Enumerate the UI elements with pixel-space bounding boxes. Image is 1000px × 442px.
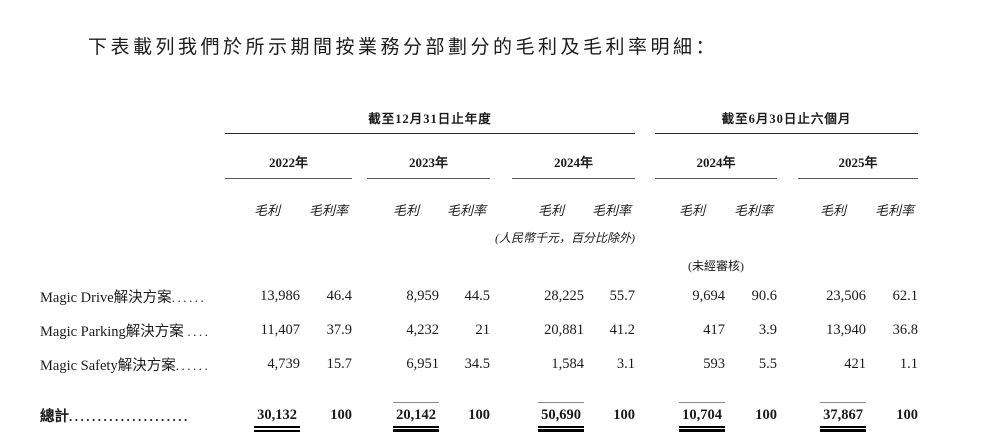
- cell-value: 4,739: [267, 355, 300, 372]
- cell-value: 90.6: [751, 287, 778, 304]
- unit-note: (人民幣千元，百分比除外): [495, 230, 636, 245]
- cell-value: 421: [844, 355, 867, 372]
- total-value: 100: [330, 406, 352, 423]
- col-header-gross-profit: 毛利: [253, 203, 280, 218]
- cell-value: 1.1: [899, 355, 919, 372]
- cell-value: 62.1: [892, 287, 919, 304]
- cell-value: 55.7: [609, 287, 636, 304]
- cell-value: 1,584: [551, 355, 584, 372]
- unaudited-note-row: (未經審核): [40, 251, 918, 279]
- col-header-gross-profit: 毛利: [679, 203, 706, 218]
- cell-value: 9,694: [692, 287, 726, 304]
- total-value: 100: [613, 406, 636, 423]
- period-group-row: 截至12月31日止年度 截至6月30日止六個月: [40, 96, 919, 134]
- cell-value: 417: [703, 321, 726, 338]
- period-group-annual: 截至12月31日止年度: [225, 96, 636, 134]
- table-row-magic-drive: Magic Drive解決方案...... 13,986 46.4 8,959 …: [40, 279, 918, 313]
- year-2022: 2022年: [225, 133, 352, 179]
- col-header-gp-margin: 毛利率: [592, 203, 632, 218]
- col-header-gross-profit: 毛利: [820, 203, 847, 218]
- cell-value: 4,232: [406, 321, 439, 338]
- unit-note-row: (人民幣千元，百分比除外): [40, 223, 918, 251]
- year-2024: 2024年: [512, 133, 636, 179]
- cell-value: 15.7: [326, 355, 352, 372]
- page-title: 下表載列我們於所示期間按業務分部劃分的毛利及毛利率明細：: [88, 37, 719, 58]
- cell-value: 13,940: [826, 321, 867, 338]
- gross-profit-table: 截至12月31日止年度 截至6月30日止六個月 2022年 2023年 2024…: [40, 96, 919, 441]
- cell-value: 34.5: [464, 355, 490, 372]
- period-group-interim: 截至6月30日止六個月: [655, 96, 919, 134]
- year-2025-interim: 2025年: [798, 133, 919, 179]
- cell-value: 28,225: [544, 287, 584, 304]
- cell-value: 593: [703, 355, 726, 372]
- total-label: 總計: [40, 408, 69, 425]
- total-value: 10,704: [679, 402, 726, 432]
- col-header-gp-margin: 毛利率: [875, 203, 915, 218]
- dot-leader: .....................: [69, 408, 190, 424]
- row-label: Magic Drive解決方案: [40, 289, 172, 306]
- cell-value: 13,986: [260, 287, 300, 304]
- col-header-gross-profit: 毛利: [537, 203, 564, 218]
- cell-value: 5.5: [758, 355, 778, 372]
- year-header-row: 2022年 2023年 2024年 2024年 2025年: [40, 133, 919, 179]
- table-row-magic-safety: Magic Safety解決方案...... 4,739 15.7 6,951 …: [40, 347, 918, 381]
- col-header-gp-margin: 毛利率: [734, 203, 774, 218]
- unaudited-note: (未經審核): [688, 258, 745, 273]
- table-row-total: 總計..................... 30,132 100 20,14…: [40, 381, 918, 441]
- dot-leader: ....: [187, 323, 211, 339]
- year-2024-interim: 2024年: [655, 133, 778, 179]
- cell-value: 41.2: [609, 321, 636, 338]
- total-value: 100: [468, 406, 490, 423]
- cell-value: 20,881: [544, 321, 584, 338]
- cell-value: 23,506: [826, 287, 867, 304]
- cell-value: 46.4: [326, 287, 352, 304]
- col-header-gross-profit: 毛利: [392, 203, 419, 218]
- year-2023: 2023年: [367, 133, 490, 179]
- cell-value: 3.1: [616, 355, 636, 372]
- cell-value: 37.9: [326, 321, 352, 338]
- total-value: 100: [896, 406, 919, 423]
- cell-value: 44.5: [464, 287, 490, 304]
- total-value: 20,142: [393, 402, 439, 432]
- cell-value: 8,959: [406, 287, 439, 304]
- row-label: Magic Safety解決方案: [40, 357, 176, 374]
- col-header-gp-margin: 毛利率: [308, 203, 348, 218]
- cell-value: 6,951: [406, 355, 439, 372]
- cell-value: 3.9: [758, 321, 778, 338]
- subheader-row: 毛利 毛利率 毛利 毛利率 毛利 毛利率 毛利 毛利率 毛利 毛利率: [40, 179, 918, 224]
- total-value: 30,132: [254, 402, 300, 432]
- cell-value: 36.8: [892, 321, 919, 338]
- total-value: 37,867: [820, 402, 867, 432]
- cell-value: 21: [475, 321, 491, 338]
- dot-leader: ......: [171, 289, 207, 305]
- dot-leader: ......: [175, 357, 211, 373]
- total-value: 100: [755, 406, 778, 423]
- col-header-gp-margin: 毛利率: [446, 203, 486, 218]
- total-value: 50,690: [538, 402, 584, 432]
- row-label: Magic Parking解決方案: [40, 323, 184, 340]
- table-row-magic-parking: Magic Parking解決方案 .... 11,407 37.9 4,232…: [40, 313, 918, 347]
- cell-value: 11,407: [260, 321, 300, 338]
